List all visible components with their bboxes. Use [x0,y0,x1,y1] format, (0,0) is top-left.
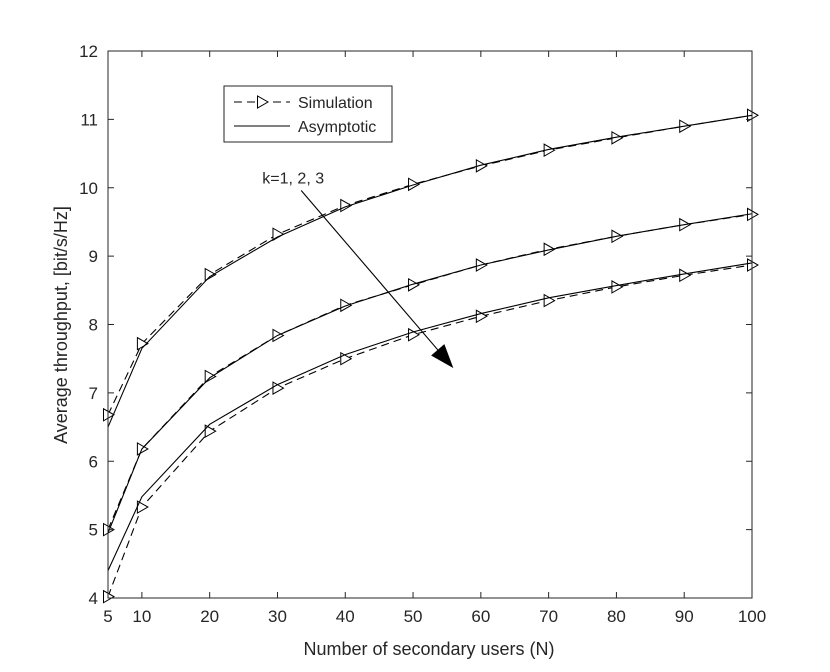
x-tick-label: 10 [132,607,151,626]
y-tick-label: 6 [89,452,98,471]
asymptotic-line-k2 [107,213,753,534]
legend-label: Asymptotic [298,119,376,136]
data-point-marker [543,293,556,308]
data-point-marker [747,258,760,272]
legend: Simulation Asymptotic [223,85,393,143]
simulation-line-k2 [107,213,753,530]
x-tick-label: 90 [675,607,694,626]
data-point-marker [103,407,116,422]
y-tick-label: 12 [79,42,98,61]
asymptotic-line-k3 [107,262,753,571]
legend-label: Simulation [298,95,373,112]
annotation: k=1, 2, 3 [262,170,454,369]
x-tick-label: 20 [200,607,219,626]
x-tick-label: 60 [471,607,490,626]
x-tick-label: 70 [539,607,558,626]
y-tick-label: 5 [89,521,98,540]
data-point-marker [204,424,217,439]
data-point-marker [408,277,421,292]
data-point-marker [747,108,760,123]
legend-box [223,85,393,143]
data-point-marker [679,268,692,283]
simulation-line-k3 [107,264,753,597]
data-point-marker [103,589,116,604]
annotation-arrow-shaft [300,190,439,351]
asymptotic-line-k1 [107,114,753,428]
y-tick-label: 9 [89,247,98,266]
data-point-marker [611,280,624,294]
data-point-marker [475,159,488,173]
data-point-marker [136,336,149,351]
y-axis-label: Average throughput, [bit/s/Hz] [51,206,71,444]
annotation-label: k=1, 2, 3 [262,170,324,187]
y-tick-label: 4 [89,589,98,608]
y-tick-label: 11 [80,110,98,129]
x-tick-label: 30 [268,607,287,626]
x-tick-label: 100 [738,607,766,626]
x-tick-label: 40 [336,607,355,626]
plot-frame [107,50,753,599]
data-point-marker [340,198,353,213]
legend-marker [257,95,270,109]
annotation-arrow-head [431,344,454,369]
x-axis-label: Number of secondary users (N) [303,639,554,659]
simulation-line-k1 [107,114,753,415]
y-tick-label: 8 [89,316,98,335]
data-point-marker [204,267,217,282]
y-tick-label: 7 [89,384,98,403]
y-tick-label: 10 [79,179,98,198]
plot-area [103,108,760,604]
x-tick-label: 5 [103,607,112,626]
data-point-marker [272,381,285,395]
axis-labels: Number of secondary users (N) Average th… [51,206,555,659]
x-tick-label: 50 [404,607,423,626]
x-tick-label: 80 [607,607,626,626]
